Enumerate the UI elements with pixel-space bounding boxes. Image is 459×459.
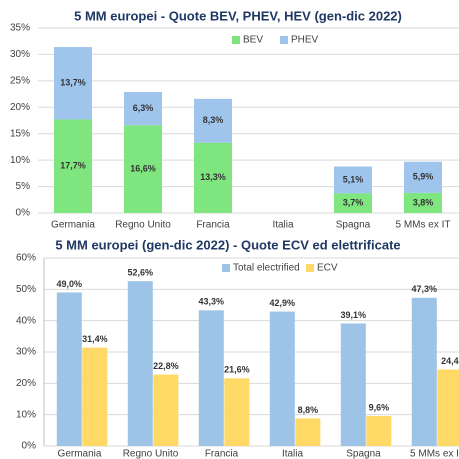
bar bbox=[153, 374, 179, 446]
value-label: 21,6% bbox=[224, 365, 250, 375]
x-tick-label: Francia bbox=[205, 449, 239, 459]
bar bbox=[224, 378, 250, 446]
bar bbox=[198, 310, 224, 446]
bar-segment bbox=[54, 47, 92, 120]
value-label: 52,6% bbox=[128, 268, 154, 278]
value-label: 8,3% bbox=[203, 115, 224, 125]
value-label: 3,8% bbox=[413, 197, 434, 207]
chart-title: 5 MM europei (gen-dic 2022) - Quote ECV … bbox=[55, 237, 400, 252]
value-label: 8,8% bbox=[298, 405, 319, 415]
bar-segment bbox=[54, 119, 92, 213]
y-tick-label: 50% bbox=[16, 284, 36, 295]
value-label: 31,4% bbox=[82, 334, 108, 344]
x-tick-label: Germania bbox=[51, 220, 95, 231]
bar-segment bbox=[194, 98, 232, 143]
x-tick-label: Francia bbox=[196, 220, 230, 231]
bar-segment bbox=[404, 192, 442, 213]
x-tick-label: Spagna bbox=[336, 220, 371, 231]
legend-swatch bbox=[232, 36, 240, 44]
value-label: 6,3% bbox=[133, 103, 154, 113]
value-label: 17,7% bbox=[60, 161, 86, 171]
value-label: 16,6% bbox=[130, 164, 156, 174]
x-tick-label: Spagna bbox=[346, 449, 381, 459]
value-label: 24,4 bbox=[441, 356, 459, 366]
x-tick-label: 5 MMs ex IT bbox=[395, 220, 450, 231]
y-tick-label: 30% bbox=[10, 49, 30, 60]
value-label: 47,3% bbox=[412, 284, 438, 294]
y-tick-label: 20% bbox=[10, 102, 30, 113]
bar bbox=[437, 369, 459, 446]
x-tick-label: Regno Unito bbox=[115, 220, 171, 231]
bar bbox=[295, 418, 321, 446]
bar-segment bbox=[334, 166, 372, 194]
bar-segment bbox=[194, 142, 232, 213]
y-tick-label: 60% bbox=[16, 253, 36, 264]
y-tick-label: 0% bbox=[16, 208, 31, 219]
value-label: 49,0% bbox=[57, 279, 83, 289]
legend-label: BEV bbox=[243, 35, 263, 46]
y-tick-label: 35% bbox=[10, 23, 30, 34]
x-tick-label: Regno Unito bbox=[123, 449, 179, 459]
value-label: 5,1% bbox=[343, 174, 364, 184]
x-tick-label: Italia bbox=[282, 449, 304, 459]
bar bbox=[56, 292, 82, 446]
bar bbox=[411, 297, 437, 446]
bar bbox=[82, 347, 108, 446]
value-label: 13,7% bbox=[60, 78, 86, 88]
value-label: 13,3% bbox=[200, 172, 226, 182]
value-label: 9,6% bbox=[369, 402, 390, 412]
bar-segment bbox=[404, 161, 442, 193]
bar bbox=[366, 415, 392, 446]
y-tick-label: 20% bbox=[16, 378, 36, 389]
y-tick-label: 25% bbox=[10, 75, 30, 86]
value-label: 39,1% bbox=[341, 310, 367, 320]
y-tick-label: 10% bbox=[16, 409, 36, 420]
x-tick-label: 5 MMs ex I bbox=[410, 449, 459, 459]
chart-title: 5 MM europei - Quote BEV, PHEV, HEV (gen… bbox=[74, 8, 402, 23]
legend-swatch bbox=[280, 36, 288, 44]
legend-swatch bbox=[306, 264, 314, 272]
x-tick-label: Italia bbox=[272, 220, 294, 231]
bar bbox=[127, 281, 153, 446]
legend-label: Total electrified bbox=[233, 263, 300, 274]
value-label: 3,7% bbox=[343, 198, 364, 208]
value-label: 5,9% bbox=[413, 172, 434, 182]
value-label: 43,3% bbox=[199, 297, 225, 307]
legend-label: ECV bbox=[317, 263, 338, 274]
y-tick-label: 15% bbox=[10, 128, 30, 139]
value-label: 22,8% bbox=[153, 361, 179, 371]
y-tick-label: 40% bbox=[16, 315, 36, 326]
value-label: 42,9% bbox=[270, 298, 296, 308]
bar-segment bbox=[334, 193, 372, 213]
x-tick-label: Germania bbox=[58, 449, 102, 459]
bar-segment bbox=[124, 91, 162, 126]
bar bbox=[340, 323, 366, 446]
y-tick-label: 30% bbox=[16, 347, 36, 358]
y-tick-label: 0% bbox=[22, 441, 37, 452]
y-tick-label: 5% bbox=[16, 181, 31, 192]
y-tick-label: 10% bbox=[10, 155, 30, 166]
bar bbox=[269, 311, 295, 446]
legend-swatch bbox=[222, 264, 230, 272]
legend-label: PHEV bbox=[291, 35, 319, 46]
bar-segment bbox=[124, 125, 162, 213]
